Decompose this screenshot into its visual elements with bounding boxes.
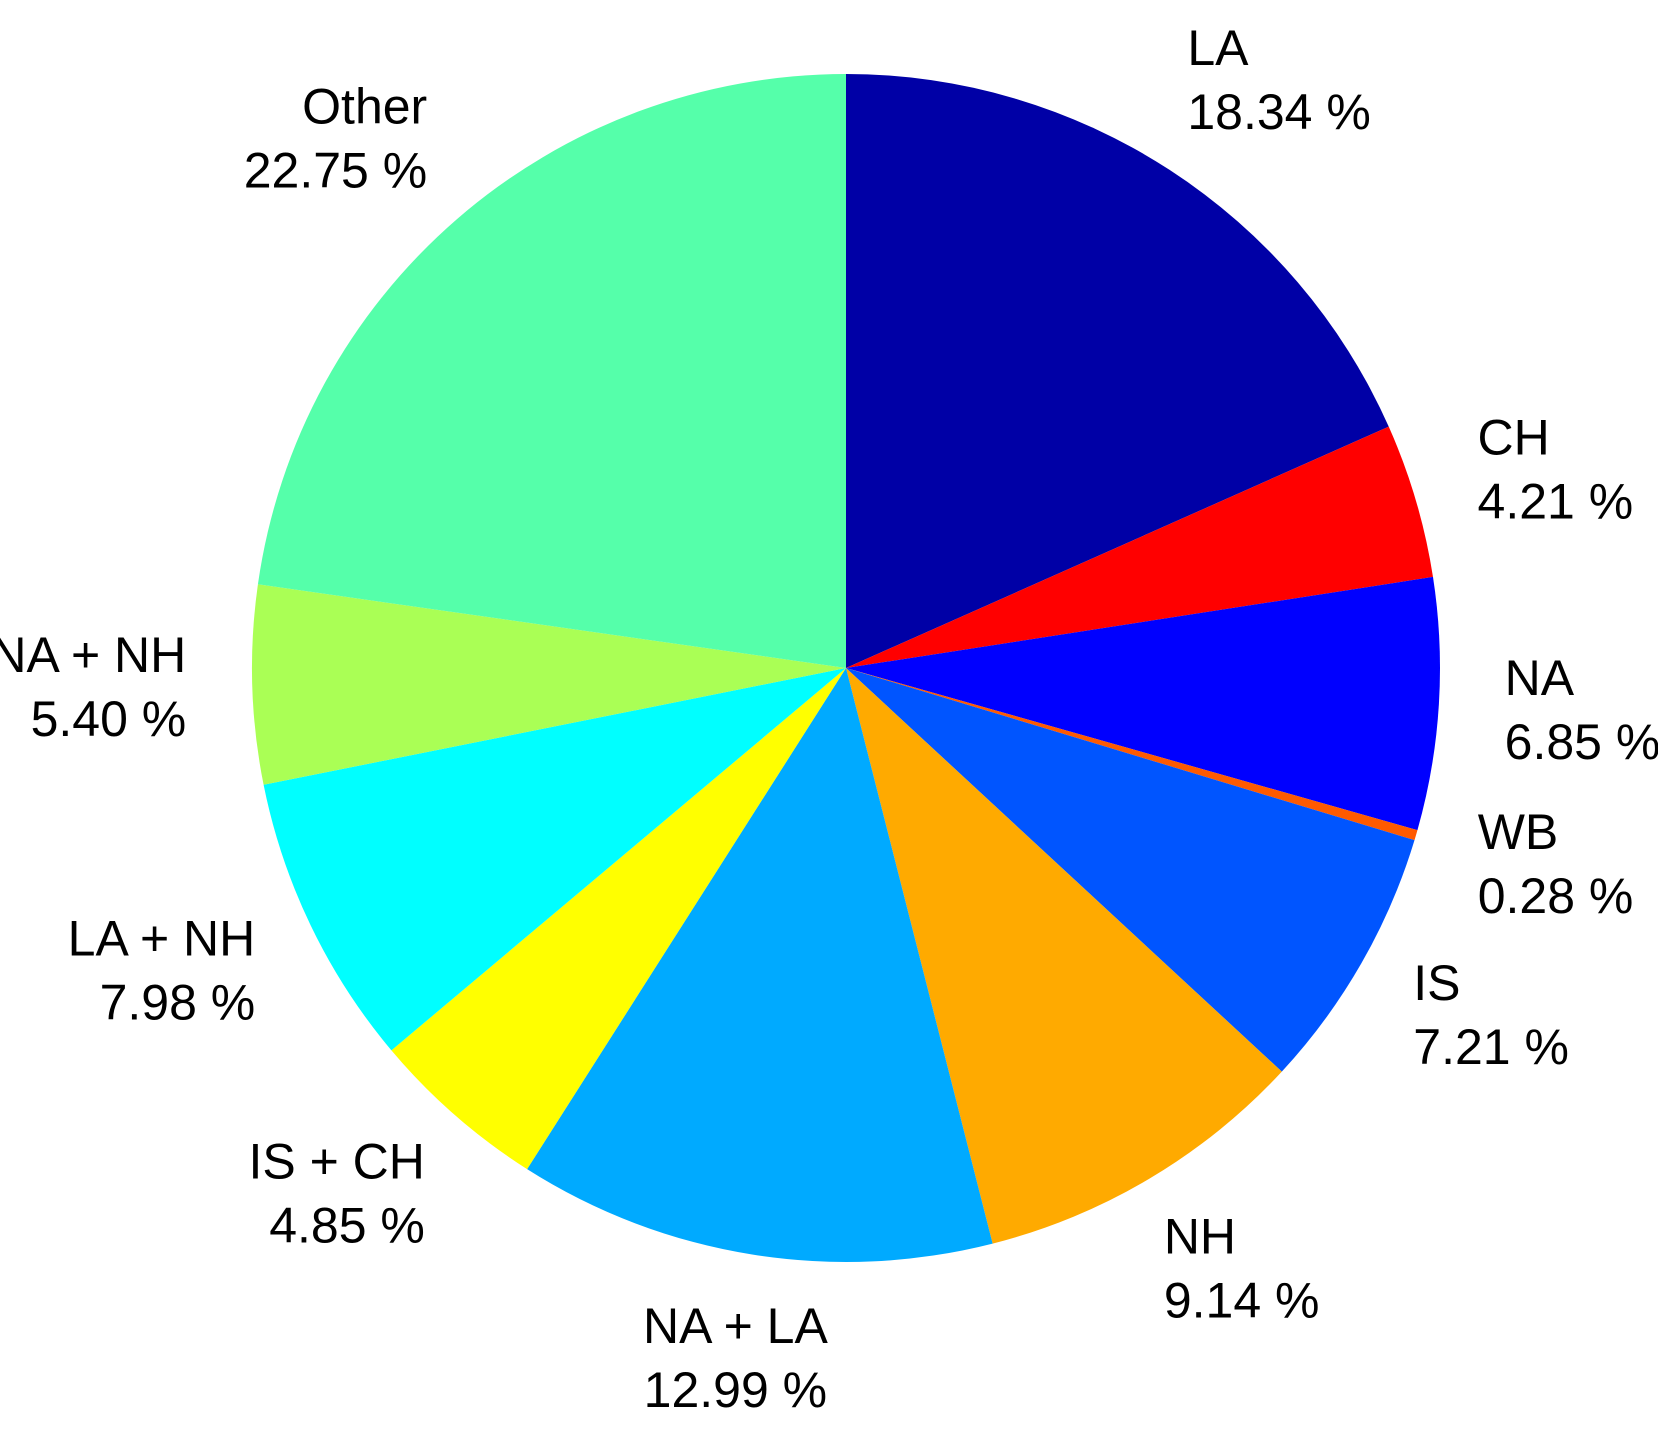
pie-slice-la-nh	[263, 668, 846, 1051]
slice-label-ch: CH	[1478, 409, 1550, 465]
slice-label-is: IS	[1413, 955, 1460, 1011]
pie-slices	[251, 74, 1440, 1262]
slice-value-la: 18.34 %	[1187, 84, 1370, 140]
slice-value-is: 7.21 %	[1413, 1019, 1569, 1075]
pie-slice-is-ch	[391, 668, 846, 1170]
slice-label-nh: NH	[1164, 1209, 1236, 1265]
slice-label-na-la: NA + LA	[643, 1298, 828, 1354]
slice-value-na-la: 12.99 %	[644, 1362, 827, 1418]
pie-slice-na	[846, 576, 1440, 831]
pie-labels: LA 18.34 % CH 4.21 % NA 6.85 % WB 0.28 % IS 7.21 …	[0, 20, 1658, 1418]
slice-value-na-nh: 5.40 %	[31, 691, 187, 747]
slice-label-wb: WB	[1478, 804, 1559, 860]
slice-value-wb: 0.28 %	[1478, 868, 1634, 924]
slice-label-la: LA	[1187, 20, 1249, 76]
slice-label-na: NA	[1505, 650, 1575, 706]
slice-value-na: 6.85 %	[1505, 714, 1658, 770]
pie-slice-wb	[846, 668, 1418, 841]
pie-slice-nh	[846, 668, 1282, 1244]
pie-slice-la	[846, 74, 1389, 668]
slice-value-is-ch: 4.85 %	[269, 1198, 425, 1254]
slice-value-other: 22.75 %	[244, 142, 427, 198]
slice-label-na-nh: NA + NH	[0, 627, 186, 683]
slice-label-la-nh: LA + NH	[68, 911, 256, 967]
pie-slice-na-nh	[251, 584, 846, 785]
pie-slice-is	[846, 668, 1415, 1072]
slice-value-ch: 4.21 %	[1478, 473, 1634, 529]
pie-slice-other	[257, 74, 847, 668]
slice-value-la-nh: 7.98 %	[100, 975, 256, 1031]
pie-slice-ch	[846, 426, 1433, 668]
slice-value-nh: 9.14 %	[1164, 1273, 1320, 1329]
pie-slice-na-la	[527, 668, 993, 1262]
slice-label-other: Other	[302, 78, 427, 134]
slice-label-is-ch: IS + CH	[248, 1134, 424, 1190]
